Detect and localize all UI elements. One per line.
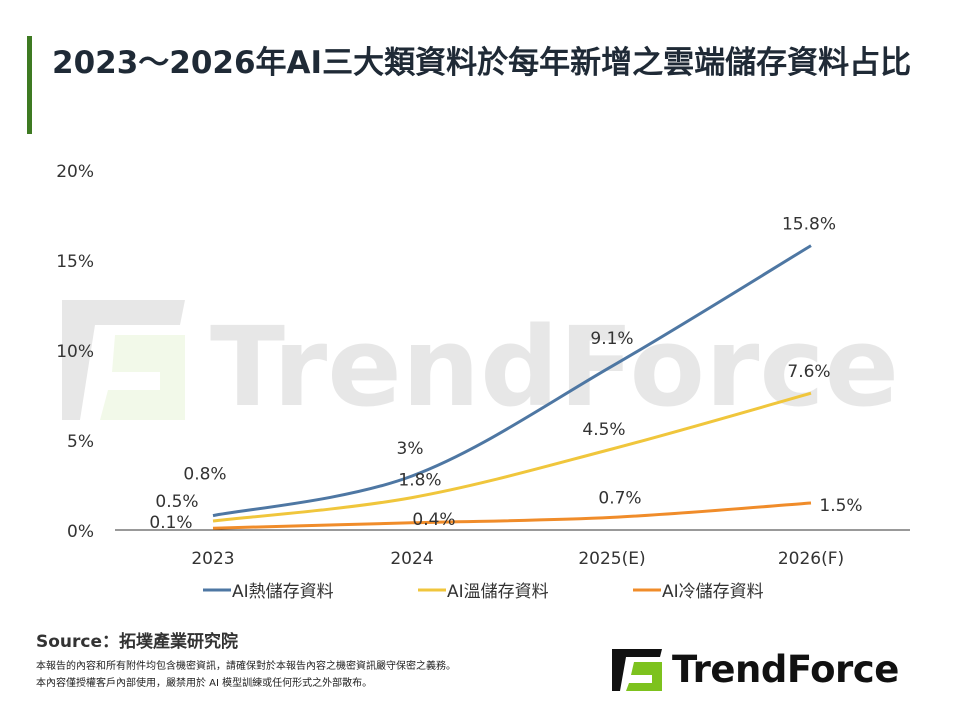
data-label: 4.5% xyxy=(582,420,625,440)
logo-text: TrendForce xyxy=(672,648,899,691)
logo-mark-icon xyxy=(612,648,662,691)
y-tick-label: 0% xyxy=(67,522,94,542)
data-label: 0.8% xyxy=(183,465,226,485)
x-tick-label: 2024 xyxy=(390,549,433,569)
series-line-0 xyxy=(212,244,812,518)
data-label: 9.1% xyxy=(590,329,633,349)
watermark-text: TrendForce xyxy=(210,303,899,431)
x-tick-label: 2026(F) xyxy=(778,549,844,569)
data-label: 15.8% xyxy=(782,215,836,235)
series-line-2 xyxy=(212,501,812,530)
y-tick-label: 20% xyxy=(56,162,94,182)
data-label: 3% xyxy=(397,439,424,459)
data-label: 0.1% xyxy=(149,513,192,533)
series-line-1 xyxy=(212,391,812,523)
data-label: 0.7% xyxy=(598,488,641,508)
source: Source：拓墣產業研究院 xyxy=(36,632,239,652)
legend-label: AI熱儲存資料 xyxy=(232,582,334,602)
y-tick-label: 15% xyxy=(56,252,94,272)
x-tick-label: 2025(E) xyxy=(578,549,645,569)
confidential-note-2: 本內容僅授權客戶內部使用，嚴禁用於 AI 模型訓練或任何形式之外部散布。 xyxy=(36,678,373,689)
data-label: 1.8% xyxy=(398,471,441,491)
data-label: 7.6% xyxy=(787,362,830,382)
legend-label: AI溫儲存資料 xyxy=(447,582,549,602)
line-chart: TrendForce 0% 5% 10% 15% 20% 2023 2024 2025(E) 2… xyxy=(56,162,910,602)
watermark: TrendForce xyxy=(62,300,899,431)
trendforce-logo: TrendForce xyxy=(612,648,899,691)
y-tick-label: 5% xyxy=(67,432,94,452)
confidential-note-1: 本報告的內容和所有附件均包含機密資訊，請確保對於本報告內容之機密資訊嚴守保密之義… xyxy=(36,661,456,672)
data-label: 1.5% xyxy=(819,496,862,516)
page-title: 2023～2026年AI三大類資料於每年新增之雲端儲存資料占比 xyxy=(52,45,912,81)
data-label: 0.5% xyxy=(155,492,198,512)
title-accent-bar xyxy=(27,36,32,134)
x-tick-label: 2023 xyxy=(191,549,234,569)
y-tick-label: 10% xyxy=(56,342,94,362)
data-label: 0.4% xyxy=(412,510,455,530)
legend-label: AI冷儲存資料 xyxy=(662,582,764,602)
